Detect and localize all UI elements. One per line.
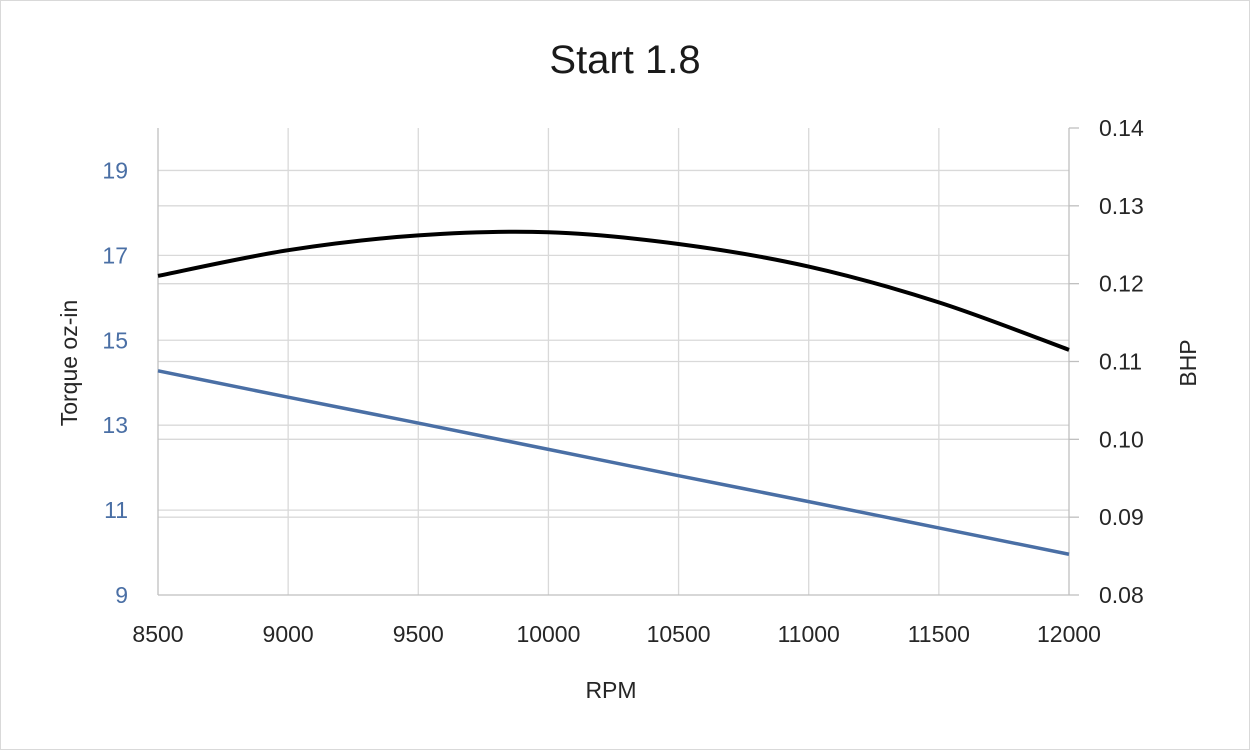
y-left-tick-label: 17 (102, 242, 128, 268)
y-right-tick-label: 0.08 (1099, 582, 1144, 608)
y-left-tick-label: 19 (102, 157, 128, 183)
y-right-tick-label: 0.09 (1099, 504, 1144, 530)
tick-labels: 8500 9000 9500 10000 10500 11000 11500 12000 0.0… (102, 115, 1144, 647)
series-lines (157, 229, 1070, 556)
y-left-tick-label: 11 (104, 497, 128, 523)
x-tick-label: 10500 (647, 621, 711, 647)
y-right-tick-label: 0.11 (1099, 349, 1142, 375)
y-left-tick-label: 9 (115, 582, 128, 608)
x-tick-label: 11500 (908, 621, 970, 647)
x-tick-label: 10000 (516, 621, 580, 647)
y-right-tick-label: 0.12 (1099, 271, 1144, 297)
x-axis-label: RPM (585, 677, 636, 703)
y-axis-right-label: BHP (1175, 339, 1201, 386)
x-tick-label: 11000 (778, 621, 840, 647)
y-right-tick-label: 0.10 (1099, 426, 1144, 452)
gridlines (158, 128, 1069, 595)
y-left-tick-label: 13 (102, 412, 128, 438)
chart-title: Start 1.8 (549, 38, 700, 82)
series-line-bhp (157, 229, 1070, 352)
x-tick-label: 8500 (132, 621, 183, 647)
y-right-tick-label: 0.13 (1099, 193, 1144, 219)
x-tick-label: 12000 (1037, 621, 1101, 647)
y-axis-left-label: Torque oz-in (56, 300, 82, 427)
x-tick-label: 9000 (263, 621, 314, 647)
series-line-torque (157, 369, 1070, 556)
axes (157, 127, 1079, 596)
y-right-tick-label: 0.14 (1099, 115, 1144, 141)
y-left-tick-label: 15 (102, 327, 128, 353)
x-tick-label: 9500 (393, 621, 444, 647)
